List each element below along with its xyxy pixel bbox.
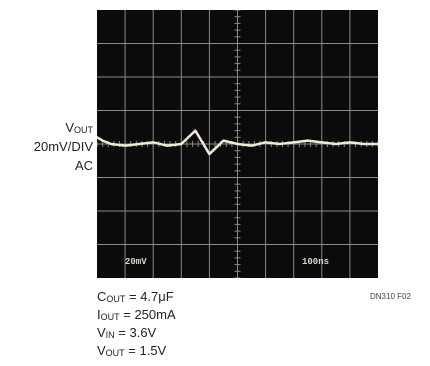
oscilloscope-screen: 20mV 100ns xyxy=(97,10,378,278)
waveform-trace xyxy=(97,129,378,156)
figure-id: DN310 F02 xyxy=(370,292,411,301)
y-scale-label: 20mV/DIV xyxy=(33,139,93,154)
condition-value: = 3.6V xyxy=(114,325,157,340)
condition-main: I xyxy=(97,307,101,322)
y-channel-label: VOUT xyxy=(65,121,93,135)
y-channel-sub: OUT xyxy=(74,125,93,135)
condition-value: = 4.7μF xyxy=(125,289,174,304)
condition-sub: OUT xyxy=(106,294,126,304)
condition-main: V xyxy=(97,325,106,340)
y-coupling-label: AC xyxy=(74,158,93,173)
condition-value: = 1.5V xyxy=(124,343,167,358)
condition-vout: VOUT = 1.5V xyxy=(97,344,166,358)
condition-sub: OUT xyxy=(105,348,125,358)
condition-iout: IOUT = 250mA xyxy=(97,308,176,322)
condition-sub: IN xyxy=(105,330,115,340)
screen-annotation-left: 20mV xyxy=(125,257,147,267)
condition-value: = 250mA xyxy=(119,307,176,322)
condition-sub: OUT xyxy=(100,312,120,322)
condition-vin: VIN = 3.6V xyxy=(97,326,156,340)
y-channel-main: V xyxy=(65,120,74,135)
screen-annotation-right: 100ns xyxy=(302,257,329,267)
condition-main: C xyxy=(97,289,107,304)
condition-main: V xyxy=(97,343,106,358)
condition-cout: COUT = 4.7μF xyxy=(97,290,174,304)
